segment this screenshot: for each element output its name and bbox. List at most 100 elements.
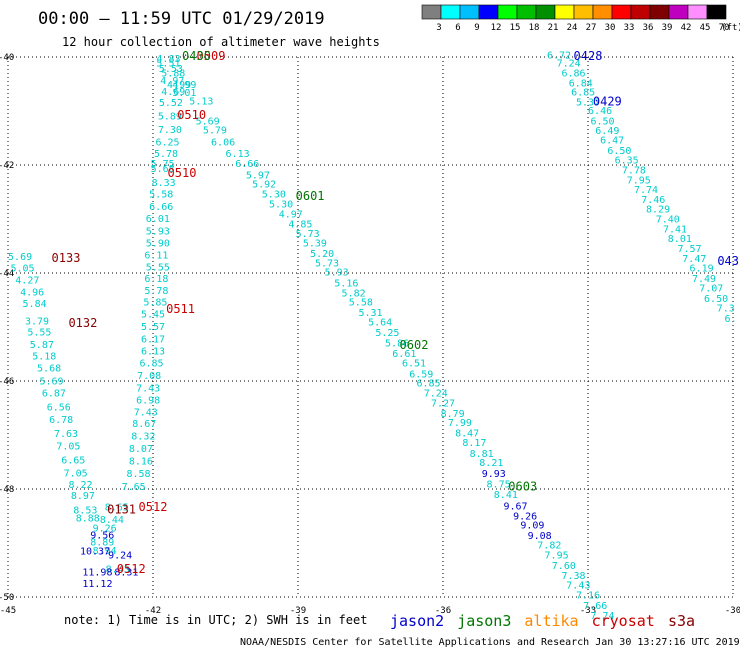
wave-height-label: 5.64	[368, 318, 392, 329]
wave-height-label: 8.44	[100, 515, 124, 526]
wave-height-label: 4.99	[167, 80, 191, 91]
colorbar-label: 42	[681, 23, 692, 33]
wave-height-label: 7.43	[134, 407, 158, 418]
wave-height-label: 7.27	[431, 399, 455, 410]
wave-height-label: 5.86	[385, 339, 409, 350]
colorbar-swatch	[592, 4, 613, 20]
wave-height-label: 8.32	[131, 432, 155, 443]
wave-height-label: 6.72	[547, 50, 571, 61]
wave-height-label: 5.87	[30, 340, 54, 351]
footnote: note: 1) Time is in UTC; 2) SWH is in fe…	[64, 613, 367, 627]
wave-height-label: 5.88	[161, 69, 185, 80]
wave-height-label: 6.50	[704, 294, 728, 305]
time-label: 0512	[117, 562, 146, 576]
wave-height-label: 6.84	[569, 78, 593, 89]
wave-height-label: 8.88	[76, 514, 100, 525]
wave-height-label: 8.79	[441, 409, 465, 420]
wave-height-label: 5.79	[203, 125, 227, 136]
wave-height-label: 6.56	[47, 402, 71, 413]
wave-height-label: 5.93	[325, 267, 349, 278]
colorbar-swatch	[573, 4, 594, 20]
chart-subtitle: 12 hour collection of altimeter wave hei…	[62, 35, 380, 49]
colorbar-label: 9	[474, 23, 479, 33]
colorbar-label: 36	[643, 23, 654, 33]
wave-height-label: 4.69	[161, 87, 185, 98]
colorbar-label: 21	[548, 23, 559, 33]
colorbar-label: 3	[436, 23, 441, 33]
wave-height-label: 5.20	[310, 249, 334, 260]
wave-height-label: 7.99	[448, 418, 472, 429]
wave-height-label: 7.65	[122, 482, 146, 493]
wave-height-label: 7.74	[590, 611, 614, 622]
wave-height-label: 7.60	[552, 561, 576, 572]
colorbar-label: 45	[700, 23, 711, 33]
wave-height-label: 8.65	[105, 502, 129, 513]
wave-height-label: 7.07	[699, 284, 723, 295]
grid	[7, 56, 734, 598]
wave-height-label: 6.85	[571, 88, 595, 99]
wave-height-label: 8.22	[68, 480, 92, 491]
legend-altika: altika	[524, 612, 578, 630]
time-label: 0510	[168, 166, 197, 180]
wave-height-label: 5.16	[334, 278, 358, 289]
wave-height-label: 6.85	[416, 379, 440, 390]
wave-height-label: 8.29	[646, 204, 670, 215]
wave-height-label: 11.98	[82, 568, 112, 579]
wave-height-label: 7.05	[64, 468, 88, 479]
wave-height-label: 6.86	[561, 69, 585, 80]
wave-height-label: 5.69	[39, 377, 63, 388]
time-label: 0511	[166, 302, 195, 316]
wave-height-label: 9.26	[93, 523, 117, 534]
time-label: 0133	[52, 251, 81, 265]
wave-height-label: 8.81	[470, 449, 494, 460]
lon-tick-label: -33	[580, 606, 596, 616]
colorbar-label: 39	[662, 23, 673, 33]
wave-height-label: 5.58	[349, 298, 373, 309]
wave-height-label: 7.95	[627, 176, 651, 187]
colorbar-label: 12	[491, 23, 502, 33]
time-label: 0601	[296, 189, 325, 203]
wave-height-label: 5.39	[303, 238, 327, 249]
wave-height-label: 5.78	[154, 149, 178, 160]
time-label: 0429	[593, 94, 622, 108]
colorbar-swatch	[497, 4, 518, 20]
wave-height-label: 8.33	[152, 178, 176, 189]
colorbar-label: 30	[605, 23, 616, 33]
wave-height-label: 8.53	[73, 506, 97, 517]
wave-height-label: 7.46	[641, 195, 665, 206]
lon-tick-label: -36	[435, 606, 451, 616]
wave-height-label: 5.69	[196, 116, 220, 127]
wave-height-label: 6.66	[235, 159, 259, 170]
wave-height-label: 6.98	[136, 395, 160, 406]
wave-height-label: 5.01	[172, 88, 196, 99]
time-label: 0430	[182, 49, 211, 63]
wave-height-label: 5.18	[32, 352, 56, 363]
wave-height-label: 9.67	[503, 501, 527, 512]
time-label: 0512	[139, 500, 168, 514]
wave-height-label: 5.13	[189, 96, 213, 107]
wave-height-label: 7.49	[692, 274, 716, 285]
wave-height-label: 6.46	[588, 106, 612, 117]
credit-line: NOAA/NESDIS Center for Satellite Applica…	[240, 637, 740, 648]
time-label: 043	[717, 254, 739, 268]
wave-height-label: 10.37	[80, 547, 110, 558]
time-label: 0510	[177, 108, 206, 122]
latitude-ticks: -40 -42 -44 -46 -48 -50	[0, 53, 14, 603]
wave-height-label: 5.53	[159, 64, 183, 75]
wave-height-label: 5.51	[156, 58, 180, 69]
colorbar-label: 70	[719, 23, 730, 33]
lat-tick-label: -40	[0, 53, 14, 63]
data-labels: 5.695.054.274.965.843.795.555.875.185.68…	[8, 50, 737, 622]
time-label: 0428	[574, 49, 603, 63]
colorbar-swatch	[706, 4, 727, 20]
chart-title: 00:00 – 11:59 UTC 01/29/2019	[38, 9, 325, 29]
wave-height-label: 7.24	[424, 388, 448, 399]
wave-height-label: 5.68	[151, 164, 175, 175]
colorbar-label: 15	[510, 23, 521, 33]
lon-tick-label: -45	[0, 606, 16, 616]
wave-height-label: 6.35	[615, 156, 639, 167]
wave-height-label: 8.01	[668, 234, 692, 245]
wave-height-label: 9.24	[108, 550, 132, 561]
